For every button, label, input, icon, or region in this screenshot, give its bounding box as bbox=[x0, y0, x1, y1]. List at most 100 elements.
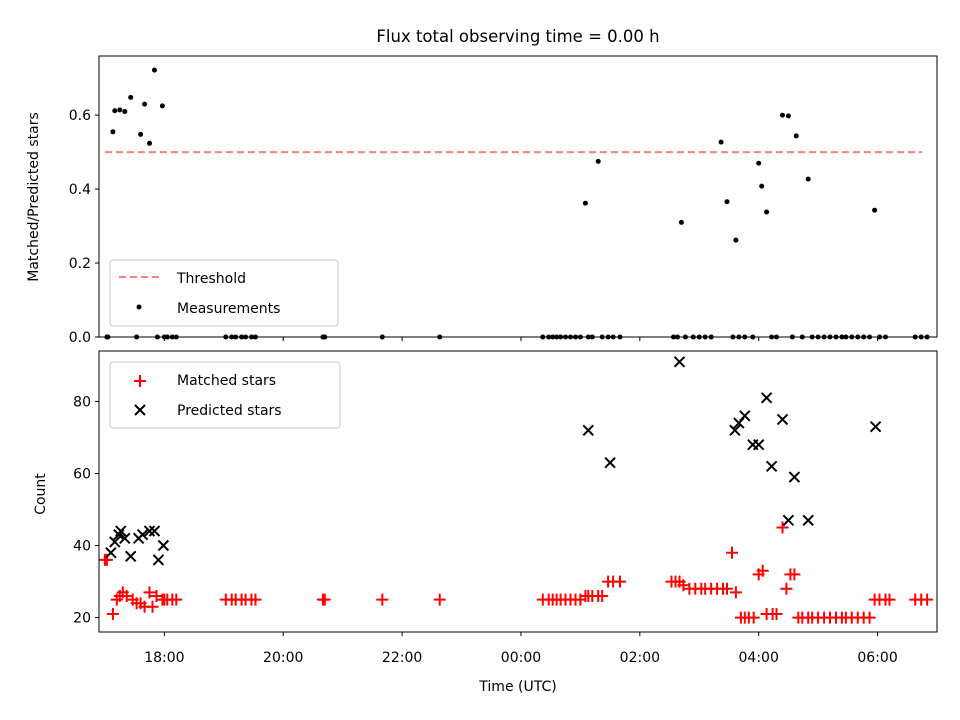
top-y-tick-label: 0.0 bbox=[69, 330, 91, 346]
predicted-star-point bbox=[124, 550, 137, 563]
matched-star-point bbox=[614, 575, 626, 588]
matched-star-point bbox=[756, 564, 769, 577]
measurement-point bbox=[764, 209, 770, 215]
legend-threshold-label: Threshold bbox=[176, 271, 246, 287]
measurement-point bbox=[142, 101, 148, 107]
measurement-point bbox=[756, 160, 762, 166]
matched-star-point bbox=[318, 593, 331, 606]
measurement-point bbox=[718, 139, 724, 145]
bottom-x-tick-label: 04:00 bbox=[739, 650, 779, 666]
measurement-point bbox=[582, 200, 588, 206]
matched-star-point bbox=[863, 611, 876, 624]
top-y-axis-label: Matched/Predicted stars bbox=[26, 112, 42, 282]
legend-predicted-label: Predicted stars bbox=[177, 403, 282, 419]
measurement-point bbox=[152, 67, 157, 73]
predicted-star-point bbox=[148, 525, 161, 537]
measurement-point bbox=[138, 131, 144, 137]
measurement-point bbox=[872, 207, 878, 213]
top-marks-layer bbox=[104, 67, 930, 340]
matched-star-point bbox=[747, 611, 760, 624]
bottom-x-tick-label: 18:00 bbox=[144, 650, 184, 666]
measurement-point bbox=[128, 94, 134, 100]
bottom-x-ticks: 18:00 20:00 22:00 00:00 02:00 04:00 06:00 bbox=[144, 632, 898, 666]
predicted-star-point bbox=[152, 554, 165, 566]
predicted-star-point bbox=[109, 536, 121, 548]
bottom-axes-frame bbox=[98, 350, 938, 633]
bottom-x-tick-label: 02:00 bbox=[620, 650, 660, 666]
bottom-x-tick-label: 00:00 bbox=[501, 650, 541, 666]
measurement-point bbox=[759, 183, 765, 189]
measurement-point bbox=[122, 109, 128, 114]
matched-star-point bbox=[780, 582, 793, 595]
matched-star-point bbox=[729, 586, 742, 599]
matched-star-point bbox=[146, 600, 159, 613]
bottom-y-tick-label: 80 bbox=[73, 394, 91, 410]
predicted-star-point bbox=[739, 410, 751, 422]
predicted-star-point bbox=[788, 471, 801, 483]
predicted-star-point bbox=[673, 356, 686, 368]
predicted-star-point bbox=[760, 392, 773, 404]
matched-star-point bbox=[721, 582, 733, 595]
top-y-tick-label: 0.4 bbox=[69, 182, 91, 198]
bottom-x-tick-label: 22:00 bbox=[382, 650, 422, 666]
bottom-y-axis-label: Count bbox=[33, 473, 49, 515]
measurement-point bbox=[117, 107, 123, 113]
measurement-point bbox=[112, 108, 118, 114]
measurement-point bbox=[159, 103, 165, 109]
predicted-star-point bbox=[765, 460, 778, 473]
top-axes-frame bbox=[98, 55, 938, 338]
predicted-star-point bbox=[752, 438, 765, 451]
legend-matched-label: Matched stars bbox=[177, 373, 276, 389]
matched-star-point bbox=[883, 593, 896, 606]
matched-star-point bbox=[788, 568, 801, 581]
measurement-point bbox=[724, 199, 730, 205]
bottom-y-tick-label: 60 bbox=[73, 466, 91, 482]
measurement-point bbox=[780, 112, 785, 118]
matched-star-point bbox=[921, 593, 934, 606]
predicted-star-point bbox=[143, 525, 156, 537]
top-y-tick-label: 0.2 bbox=[69, 256, 91, 272]
top-legend-box bbox=[109, 259, 339, 327]
predicted-star-point bbox=[604, 456, 616, 469]
measurement-point bbox=[785, 113, 791, 119]
legend-predicted-marker bbox=[134, 404, 146, 416]
chart-title: Flux total observing time = 0.00 h bbox=[376, 27, 659, 46]
bottom-legend-box bbox=[109, 361, 341, 429]
matched-star-point bbox=[770, 608, 783, 620]
matched-star-point bbox=[726, 546, 738, 559]
measurement-point bbox=[733, 237, 739, 243]
predicted-star-point bbox=[776, 413, 789, 426]
predicted-star-point bbox=[115, 525, 127, 537]
bottom-y-ticks: 20 40 60 80 bbox=[73, 394, 99, 627]
bottom-legend: Matched stars Predicted stars bbox=[109, 361, 341, 429]
measurement-point bbox=[110, 129, 116, 135]
predicted-star-point bbox=[782, 514, 795, 527]
top-legend: Threshold Measurements bbox=[109, 259, 339, 327]
bottom-panel: 20 40 60 80 18:00 20:00 22:00 00:00 02:00 04:00 0… bbox=[33, 350, 938, 695]
matched-star-point bbox=[596, 590, 609, 602]
top-x-ticks bbox=[163, 337, 879, 341]
top-panel: 0.0 0.2 0.4 0.6 Matched/Predicted stars Thr… bbox=[26, 55, 938, 346]
predicted-star-point bbox=[582, 424, 595, 437]
predicted-star-point bbox=[105, 546, 117, 559]
measurement-point bbox=[793, 133, 799, 139]
predicted-star-point bbox=[119, 532, 131, 545]
bottom-y-tick-label: 20 bbox=[73, 611, 91, 627]
top-y-tick-label: 0.6 bbox=[69, 108, 91, 124]
predicted-star-point bbox=[802, 514, 814, 527]
predicted-star-point bbox=[136, 528, 149, 541]
matched-star-point bbox=[143, 586, 156, 599]
predicted-star-point bbox=[869, 420, 882, 433]
legend-measurements-label: Measurements bbox=[177, 301, 280, 317]
measurement-point bbox=[805, 176, 811, 182]
matched-star-point bbox=[376, 593, 389, 606]
bottom-x-tick-label: 20:00 bbox=[263, 650, 303, 666]
measurement-point bbox=[147, 140, 152, 146]
matched-star-point bbox=[106, 608, 119, 620]
matched-star-point bbox=[170, 593, 183, 606]
bottom-x-tick-label: 06:00 bbox=[857, 650, 897, 666]
legend-matched-marker bbox=[134, 375, 146, 387]
x-axis-label: Time (UTC) bbox=[478, 679, 556, 695]
predicted-star-point bbox=[729, 424, 741, 437]
